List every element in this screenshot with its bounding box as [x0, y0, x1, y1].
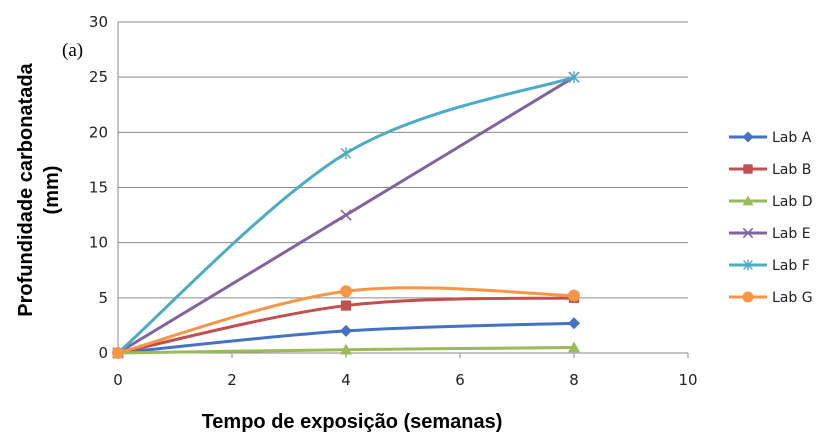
legend-item-lab-a: Lab A [729, 130, 812, 146]
y-tick-label: 0 [98, 344, 108, 362]
legend-marker [742, 195, 754, 206]
legend: Lab A Lab B Lab D Lab E Lab F Lab G [729, 130, 813, 306]
y-tick-labels: 0 5 10 15 20 25 30 [89, 13, 108, 362]
legend-marker [743, 164, 753, 174]
x-axis-title: Tempo de exposição (semanas) [202, 411, 503, 433]
data-point-lab-a [568, 317, 580, 330]
legend-item-lab-b: Lab B [729, 162, 811, 178]
y-tick-label: 25 [89, 68, 108, 86]
legend-item-lab-f: Lab F [729, 258, 810, 274]
data-point-lab-d [568, 341, 580, 353]
plot-area [112, 71, 580, 359]
legend-marker [743, 259, 753, 271]
y-axis-title-line-2: (mm) [41, 166, 63, 215]
legend-marker [742, 291, 754, 303]
y-tick-label: 15 [89, 179, 108, 197]
legend-label: Lab G [772, 290, 813, 306]
x-tick-label: 6 [455, 371, 465, 389]
y-axis-title-line-1: Profundidade carbonatada [15, 62, 37, 316]
data-point-lab-f [568, 71, 580, 84]
legend-item-lab-e: Lab E [729, 226, 811, 242]
y-axis-title: Profundidade carbonatada (mm) [15, 62, 63, 316]
x-tick-label: 8 [569, 371, 579, 389]
x-tick-label: 0 [113, 371, 123, 389]
data-point-lab-b [340, 300, 352, 311]
data-point-lab-d [340, 343, 352, 355]
data-point-lab-f [340, 147, 352, 160]
x-tick-label: 10 [678, 371, 697, 389]
data-point-lab-a [340, 324, 352, 337]
legend-label: Lab A [772, 130, 812, 146]
series-lab-e [112, 71, 580, 359]
legend-label: Lab E [772, 226, 811, 242]
y-tick-label: 10 [89, 234, 108, 252]
y-tick-label: 5 [98, 289, 108, 307]
legend-label: Lab D [772, 194, 813, 210]
data-point-lab-e [340, 209, 352, 221]
series-lab-g [112, 285, 580, 359]
legend-label: Lab F [772, 258, 810, 274]
legend-item-lab-g: Lab G [729, 290, 813, 306]
chart-annotation: (a) [62, 40, 83, 61]
y-tick-label: 30 [89, 13, 108, 31]
legend-marker [742, 131, 754, 143]
legend-item-lab-d: Lab D [729, 194, 813, 210]
x-tick-labels: 0 2 4 6 8 10 [113, 371, 697, 389]
x-tick-label: 4 [341, 371, 351, 389]
legend-label: Lab B [772, 162, 811, 178]
legend-marker [742, 227, 754, 239]
data-point-lab-g [340, 285, 352, 298]
data-point-lab-g [568, 289, 580, 302]
data-point-lab-g [112, 347, 124, 359]
x-tick-label: 2 [227, 371, 237, 389]
y-tick-label: 20 [89, 123, 108, 141]
gridlines [117, 21, 689, 358]
